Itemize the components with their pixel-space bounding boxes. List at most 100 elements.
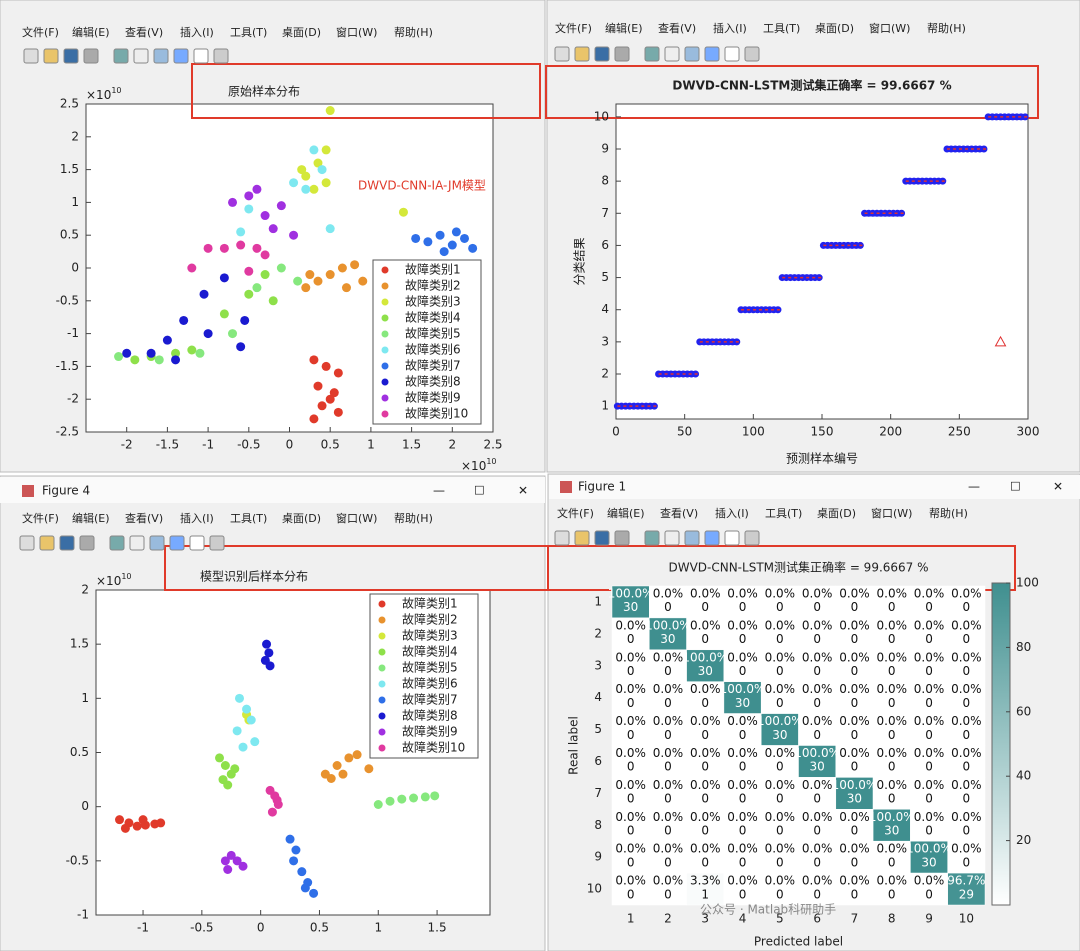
menu-item[interactable]: 帮助(H) <box>927 21 966 35</box>
cell <box>947 585 986 619</box>
toolbar-icon[interactable] <box>744 530 760 546</box>
menu-item[interactable]: 桌面(D) <box>282 512 321 525</box>
toolbar-icon[interactable] <box>129 535 145 551</box>
menu-item[interactable]: 桌面(D) <box>815 22 854 35</box>
toolbar-icon[interactable] <box>684 530 700 546</box>
toolbar-icon[interactable] <box>63 48 79 64</box>
cell <box>649 840 687 874</box>
minimize[interactable]: — <box>433 484 445 498</box>
toolbar-icon[interactable] <box>213 48 229 64</box>
menu-item[interactable]: 帮助(H) <box>929 506 968 520</box>
menu-item[interactable]: 查看(V) <box>660 506 698 520</box>
y-tick-label: -0.5 <box>66 853 89 867</box>
menu-item[interactable]: 工具(T) <box>765 507 802 520</box>
x-tick-label: 6 <box>813 912 821 926</box>
toolbar-icon[interactable] <box>19 535 35 551</box>
cell <box>611 872 650 906</box>
toolbar-icon[interactable] <box>133 48 149 64</box>
menu-item[interactable]: 查看(V) <box>658 21 696 35</box>
toolbar-icon[interactable] <box>664 530 680 546</box>
toolbar-icon[interactable] <box>594 530 610 546</box>
point <box>313 276 323 286</box>
menu-item[interactable]: 插入(I) <box>180 511 214 525</box>
toolbar-icon[interactable] <box>149 535 165 551</box>
menu-item[interactable]: 帮助(H) <box>394 25 433 39</box>
menu-item[interactable]: 窗口(W) <box>869 21 910 35</box>
minimize[interactable]: — <box>968 480 980 494</box>
menu-item[interactable]: 编辑(E) <box>607 506 645 520</box>
menu-item[interactable]: 插入(I) <box>180 25 214 39</box>
menu-item[interactable]: 文件(F) <box>22 25 59 39</box>
point <box>120 823 130 833</box>
maximize[interactable]: ☐ <box>1010 480 1021 494</box>
menu-item[interactable]: 编辑(E) <box>605 21 643 35</box>
menu-item[interactable]: 编辑(E) <box>72 25 110 39</box>
point <box>244 191 254 201</box>
toolbar-icon[interactable] <box>664 46 680 62</box>
menu-item[interactable]: 工具(T) <box>763 22 800 35</box>
menu-item[interactable]: 编辑(E) <box>72 511 110 525</box>
toolbar-icon[interactable] <box>594 46 610 62</box>
toolbar-icon[interactable] <box>574 530 590 546</box>
cell-percent: 0.0% <box>951 778 982 792</box>
toolbar-icon[interactable] <box>169 535 185 551</box>
menu-item[interactable]: 工具(T) <box>230 512 267 525</box>
toolbar-icon[interactable] <box>724 46 740 62</box>
toolbar-icon[interactable] <box>43 48 59 64</box>
menu-item[interactable]: 插入(I) <box>715 506 749 520</box>
toolbar-icon[interactable] <box>39 535 55 551</box>
toolbar-icon[interactable] <box>113 48 129 64</box>
menu-item[interactable]: 桌面(D) <box>817 507 856 520</box>
toolbar-icon[interactable] <box>724 530 740 546</box>
toolbar-icon[interactable] <box>153 48 169 64</box>
point <box>276 201 286 211</box>
toolbar-icon[interactable] <box>644 530 660 546</box>
toolbar-icon[interactable] <box>189 535 205 551</box>
cell <box>947 745 986 778</box>
toolbar-icon[interactable] <box>684 46 700 62</box>
annotation: 原始样本分布 <box>228 84 300 99</box>
menu-item[interactable]: 文件(F) <box>22 511 59 525</box>
toolbar-icon[interactable] <box>744 46 760 62</box>
point <box>451 227 461 237</box>
toolbar-icon[interactable] <box>83 48 99 64</box>
menu-item[interactable]: 窗口(W) <box>871 506 912 520</box>
toolbar-icon[interactable] <box>554 530 570 546</box>
menu-item[interactable]: 插入(I) <box>713 21 747 35</box>
toolbar-icon[interactable] <box>79 535 95 551</box>
toolbar-icon[interactable] <box>644 46 660 62</box>
toolbar-icon[interactable] <box>614 530 630 546</box>
toolbar-icon[interactable] <box>704 46 720 62</box>
cell-count: 0 <box>664 696 672 710</box>
toolbar-icon[interactable] <box>574 46 590 62</box>
menu-item[interactable]: 帮助(H) <box>394 511 433 525</box>
toolbar-icon[interactable] <box>173 48 189 64</box>
close[interactable]: ✕ <box>518 484 528 498</box>
cell-percent: 0.0% <box>727 586 758 600</box>
point <box>265 661 275 671</box>
point <box>156 818 166 828</box>
x-tick-label: 7 <box>851 912 859 926</box>
toolbar-icon[interactable] <box>23 48 39 64</box>
menu-item[interactable]: 工具(T) <box>230 26 267 39</box>
toolbar-icon[interactable] <box>109 535 125 551</box>
menu-item[interactable]: 查看(V) <box>125 25 163 39</box>
cell-percent: 0.0% <box>877 586 908 600</box>
close[interactable]: ✕ <box>1053 480 1063 494</box>
toolbar-icon[interactable] <box>59 535 75 551</box>
menu-item[interactable]: 桌面(D) <box>282 26 321 39</box>
app-icon <box>560 481 572 493</box>
toolbar-icon[interactable] <box>704 530 720 546</box>
maximize[interactable]: ☐ <box>474 484 485 498</box>
menu-item[interactable]: 文件(F) <box>555 21 592 35</box>
toolbar-icon[interactable] <box>614 46 630 62</box>
toolbar-icon[interactable] <box>554 46 570 62</box>
menu-item[interactable]: 查看(V) <box>125 511 163 525</box>
menu-item[interactable]: 窗口(W) <box>336 511 377 525</box>
toolbar-icon[interactable] <box>193 48 209 64</box>
menu-item[interactable]: 窗口(W) <box>336 25 377 39</box>
toolbar-icon[interactable] <box>209 535 225 551</box>
cell-percent: 0.0% <box>765 682 796 696</box>
menu-item[interactable]: 文件(F) <box>557 506 594 520</box>
point <box>203 329 213 339</box>
